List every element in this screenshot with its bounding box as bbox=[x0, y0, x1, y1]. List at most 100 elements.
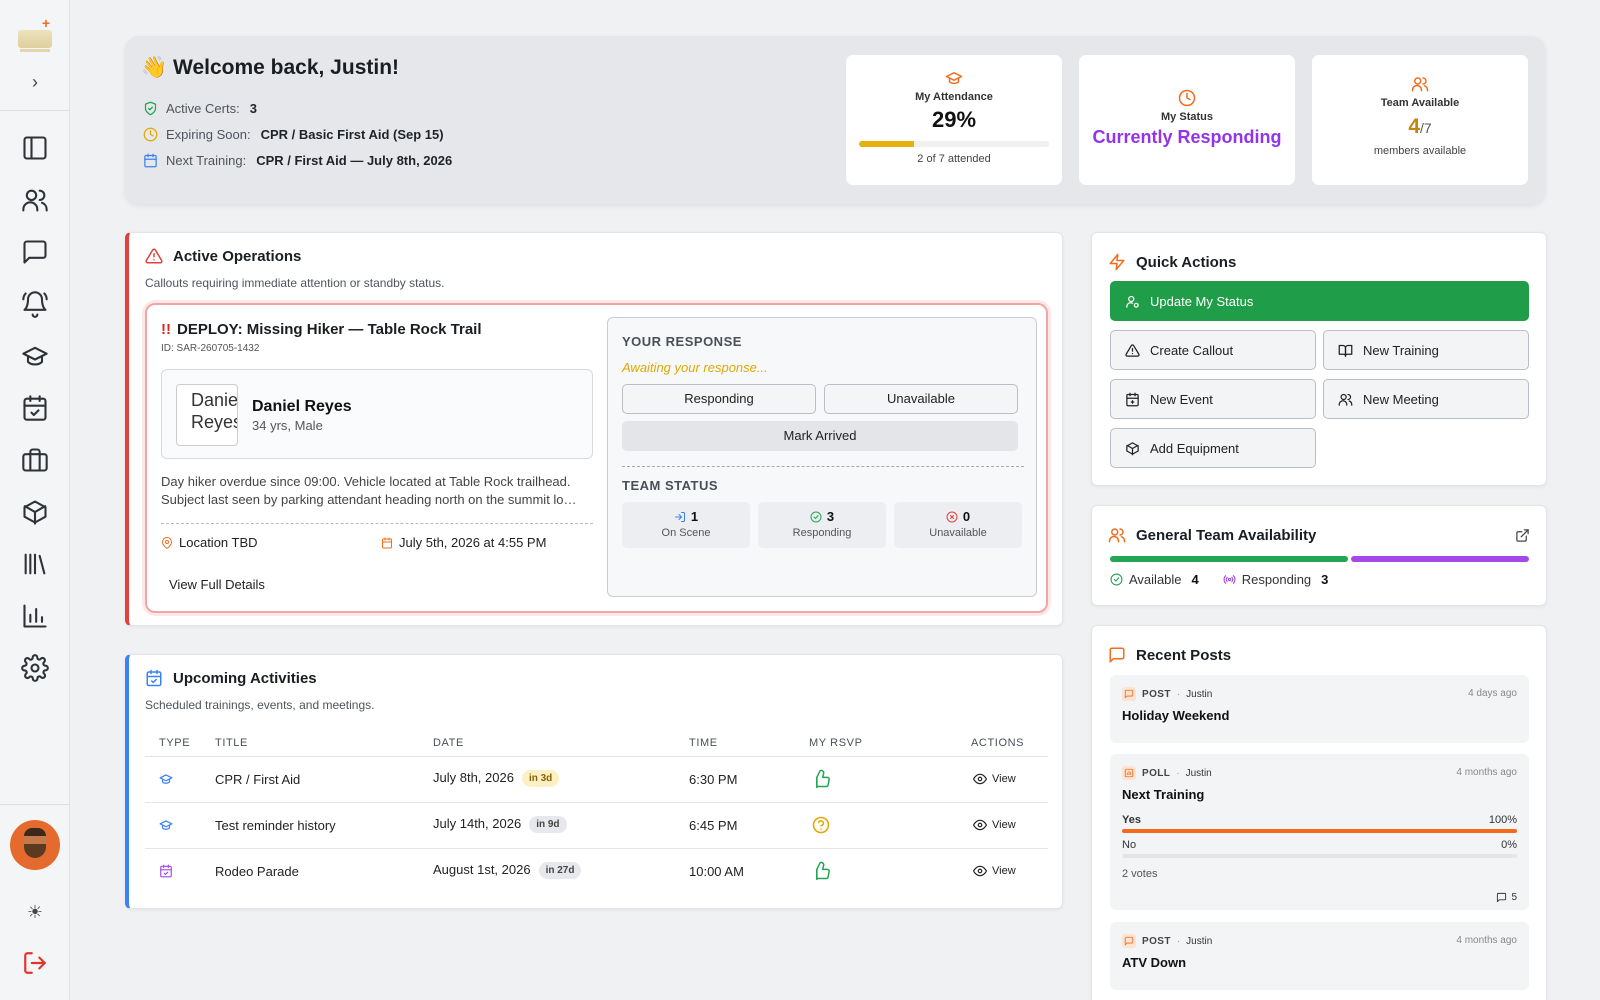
view-activity-button[interactable]: View bbox=[973, 864, 1016, 878]
mark-arrived-button[interactable]: Mark Arrived bbox=[622, 421, 1018, 451]
callout-card[interactable]: !! DEPLOY: Missing Hiker — Table Rock Tra… bbox=[145, 303, 1048, 613]
active-certs-label: Active Certs: bbox=[166, 101, 240, 116]
logout-icon[interactable] bbox=[22, 950, 48, 976]
view-activity-button[interactable]: View bbox=[973, 772, 1016, 786]
expand-sidebar-icon[interactable]: › bbox=[32, 72, 38, 92]
expiring-value: CPR / Basic First Aid (Sep 15) bbox=[260, 127, 444, 142]
activity-date-text: August 1st, 2026 bbox=[433, 862, 531, 877]
library-icon[interactable] bbox=[21, 550, 49, 578]
team-available-card[interactable]: Team Available 4/7 members available bbox=[1311, 54, 1529, 186]
eye-icon bbox=[973, 819, 987, 831]
responding-count-box: 3 Responding bbox=[758, 502, 886, 548]
col-type: TYPE bbox=[159, 737, 191, 749]
calendar-icon bbox=[144, 153, 157, 168]
activity-date: July 14th, 2026 in 9d bbox=[433, 816, 567, 833]
poll-item[interactable]: POLL · Justin 4 months ago Next Training… bbox=[1110, 754, 1529, 910]
team-available-value: 4/7 bbox=[1312, 115, 1528, 139]
update-my-status-button[interactable]: Update My Status bbox=[1110, 281, 1529, 321]
eye-icon bbox=[973, 773, 987, 785]
post-message-icon bbox=[1122, 687, 1136, 701]
active-operations-card: Active Operations Callouts requiring imm… bbox=[125, 232, 1063, 626]
activity-date: August 1st, 2026 in 27d bbox=[433, 862, 582, 879]
my-status-card[interactable]: My Status Currently Responding bbox=[1078, 54, 1296, 186]
attendance-value: 29% bbox=[931, 107, 977, 132]
add-equipment-button[interactable]: Add Equipment bbox=[1110, 428, 1316, 468]
new-training-button[interactable]: New Training bbox=[1323, 330, 1529, 370]
new-meeting-button[interactable]: New Meeting bbox=[1323, 379, 1529, 419]
thumbs-up-icon[interactable] bbox=[811, 769, 831, 792]
reports-chart-icon[interactable] bbox=[21, 602, 49, 630]
question-circle-icon[interactable] bbox=[811, 815, 831, 838]
welcome-banner: 👋 Welcome back, Justin! Active Certs: 3 … bbox=[125, 36, 1545, 204]
view-activity-button[interactable]: View bbox=[973, 818, 1016, 832]
calendar-check-icon[interactable] bbox=[21, 394, 49, 422]
dashboard-icon[interactable] bbox=[21, 134, 49, 162]
post-title: ATV Down bbox=[1122, 955, 1187, 970]
awaiting-response-text: Awaiting your response... bbox=[622, 360, 768, 375]
members-icon[interactable] bbox=[21, 186, 49, 214]
package-icon bbox=[1126, 441, 1139, 455]
table-row[interactable]: CPR / First Aid July 8th, 2026 in 3d 6:30… bbox=[145, 757, 1048, 803]
on-scene-count: 1 bbox=[690, 509, 699, 524]
post-age: 4 months ago bbox=[1456, 767, 1517, 778]
table-row[interactable]: Rodeo Parade August 1st, 2026 in 27d 10:0… bbox=[145, 849, 1048, 895]
alerts-bell-icon[interactable] bbox=[21, 290, 49, 318]
lightning-icon bbox=[1109, 253, 1125, 271]
settings-gear-icon[interactable] bbox=[21, 654, 49, 682]
training-icon[interactable] bbox=[21, 342, 49, 370]
on-scene-label: On Scene bbox=[661, 527, 711, 539]
comment-count[interactable]: 5 bbox=[1496, 892, 1517, 903]
subject-demographics: 34 yrs, Male bbox=[252, 418, 323, 433]
messages-icon[interactable] bbox=[21, 238, 49, 266]
upcoming-activities-title: Upcoming Activities bbox=[145, 669, 317, 687]
activity-title: Test reminder history bbox=[215, 818, 336, 833]
new-event-label: New Event bbox=[1150, 391, 1213, 407]
post-type: POST bbox=[1142, 688, 1171, 700]
thumbs-up-icon[interactable] bbox=[811, 861, 831, 884]
team-logo[interactable]: + bbox=[16, 16, 54, 54]
alert-triangle-icon bbox=[1125, 343, 1140, 357]
unavailable-button[interactable]: Unavailable bbox=[824, 384, 1018, 414]
table-row[interactable]: Test reminder history July 14th, 2026 in … bbox=[145, 803, 1048, 849]
view-full-details-link[interactable]: View Full Details bbox=[169, 577, 265, 592]
create-callout-button[interactable]: Create Callout bbox=[1110, 330, 1316, 370]
col-rsvp: MY RSVP bbox=[809, 737, 863, 749]
post-title: Holiday Weekend bbox=[1122, 708, 1230, 723]
callout-title: !! DEPLOY: Missing Hiker — Table Rock Tra… bbox=[161, 321, 482, 338]
poll-option-bar bbox=[1122, 854, 1517, 858]
clock-icon bbox=[1178, 89, 1196, 107]
welcome-title: 👋 Welcome back, Justin! bbox=[141, 56, 399, 80]
my-status-value: Currently Responding bbox=[1092, 127, 1282, 147]
briefcase-icon[interactable] bbox=[21, 446, 49, 474]
new-event-button[interactable]: New Event bbox=[1110, 379, 1316, 419]
active-operations-desc: Callouts requiring immediate attention o… bbox=[145, 276, 445, 290]
availability-legend: Available 4 Responding 3 bbox=[1110, 572, 1346, 587]
theme-toggle-sun-icon[interactable]: ☀ bbox=[26, 902, 44, 922]
equipment-box-icon[interactable] bbox=[21, 498, 49, 526]
availability-bar-responding bbox=[1350, 556, 1529, 562]
external-link-icon[interactable] bbox=[1515, 528, 1530, 543]
user-avatar[interactable] bbox=[10, 820, 60, 870]
attendance-progress-fill bbox=[859, 141, 915, 147]
post-item[interactable]: POST · Justin 4 days ago Holiday Weekend bbox=[1110, 675, 1529, 743]
post-message-icon bbox=[1122, 934, 1136, 948]
poll-option[interactable]: Yes 100% bbox=[1122, 814, 1517, 833]
team-availability-title: General Team Availability bbox=[1108, 526, 1316, 544]
quick-actions-title: Quick Actions bbox=[1108, 253, 1236, 271]
sidebar: + › ☀ bbox=[0, 0, 70, 1000]
callout-datetime-text: July 5th, 2026 at 4:55 PM bbox=[399, 535, 547, 550]
separator-dot: · bbox=[1176, 935, 1181, 947]
next-training-row: Next Training: CPR / First Aid — July 8t… bbox=[143, 153, 452, 168]
responding-button[interactable]: Responding bbox=[622, 384, 816, 414]
poll-option-bar-fill bbox=[1122, 829, 1517, 833]
team-availability-card: General Team Availability Available 4 Res… bbox=[1091, 505, 1547, 606]
post-item[interactable]: POST · Justin 4 months ago ATV Down bbox=[1110, 922, 1529, 990]
active-operations-title-text: Active Operations bbox=[173, 247, 302, 265]
callout-description: Day hiker overdue since 09:00. Vehicle l… bbox=[161, 474, 577, 507]
eye-icon bbox=[973, 865, 987, 877]
new-meeting-label: New Meeting bbox=[1363, 391, 1439, 407]
attendance-card[interactable]: My Attendance 29% 2 of 7 attended bbox=[845, 54, 1063, 186]
active-certs-row: Active Certs: 3 bbox=[143, 101, 257, 116]
poll-option[interactable]: No 0% bbox=[1122, 839, 1517, 858]
urgent-icon: !! bbox=[161, 321, 171, 338]
